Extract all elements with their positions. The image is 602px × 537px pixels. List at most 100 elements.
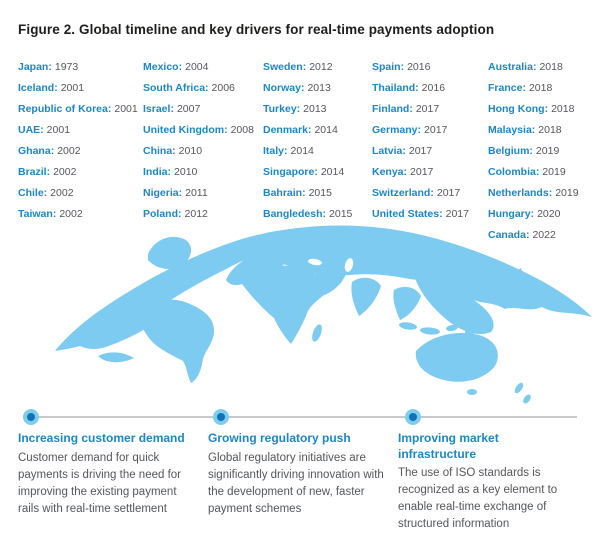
adoption-entry: China2010: [143, 141, 254, 162]
map-black-sea: [308, 258, 322, 266]
adoption-entry: Ghana2002: [18, 141, 138, 162]
country-name: Israel: [143, 103, 174, 115]
adoption-year: 2012: [309, 61, 333, 73]
adoption-entry: UAE2001: [18, 120, 138, 141]
map-new-zealand-north: [514, 382, 524, 394]
adoption-year: 2015: [329, 208, 353, 220]
country-name: Republic of Korea: [18, 103, 111, 115]
adoption-entry: Bahrain2015: [263, 183, 352, 204]
adoption-entry: Canada2022: [488, 225, 579, 246]
adoption-year: 2010: [178, 145, 203, 157]
adoption-year: 2017: [415, 103, 440, 115]
timeline-dot: [405, 409, 421, 425]
adoption-entry: Turkey2013: [263, 99, 352, 120]
timeline-axis: [30, 416, 577, 418]
driver-block-customer-demand: Increasing customer demand Customer dema…: [18, 431, 200, 518]
adoption-entry: United Kingdom2008: [143, 120, 254, 141]
country-name: Kenya: [372, 166, 407, 178]
country-name: Finland: [372, 103, 413, 115]
adoption-year: 2019: [542, 166, 566, 178]
adoption-year: 2019: [555, 187, 579, 199]
adoption-year: 2002: [53, 166, 77, 178]
country-name: Hong Kong: [488, 103, 548, 115]
country-name: South Africa: [143, 82, 209, 94]
adoption-entry: Iceland2001: [18, 78, 138, 99]
adoption-year: 2011: [185, 187, 208, 199]
world-map-illustration: [0, 220, 602, 412]
country-name: Bahrain: [263, 187, 306, 199]
country-name: United States: [372, 208, 443, 220]
map-scandinavia: [250, 231, 280, 255]
timeline-dot: [23, 409, 39, 425]
country-name: Canada: [488, 229, 529, 241]
country-name: Japan: [18, 61, 52, 73]
adoption-year: 1973: [54, 61, 79, 73]
country-name: Singapore: [263, 166, 318, 178]
figure-title: Figure 2. Global timeline and key driver…: [18, 22, 495, 37]
adoption-entry: Hong Kong2018: [488, 99, 579, 120]
map-southeast-asia: [393, 286, 421, 320]
adoption-entry: Kenya2017: [372, 162, 469, 183]
map-new-zealand-south: [523, 394, 531, 404]
adoption-entry: Brazil2002: [18, 162, 138, 183]
adoption-year: 2002: [59, 208, 83, 220]
driver-description: Global regulatory initiatives are signif…: [208, 451, 384, 515]
country-name: Colombia: [488, 166, 539, 178]
adoption-entry: Taiwan2002: [18, 204, 138, 225]
adoption-year: 2018: [538, 124, 562, 136]
adoption-year: 2018: [551, 103, 575, 115]
country-name: Netherlands: [488, 187, 552, 199]
map-north-america: [72, 298, 165, 349]
adoption-year: 2015: [308, 187, 332, 199]
country-name: Hungary: [488, 208, 534, 220]
driver-block-market-infrastructure: Improving market infrastructure The use …: [398, 431, 580, 533]
adoption-year: 2017: [436, 187, 461, 199]
adoption-year: 2014: [290, 145, 314, 157]
map-north-band: [55, 225, 592, 351]
map-south-america: [139, 299, 215, 383]
map-indonesia-1: [399, 322, 417, 330]
adoption-entry: Nigeria2011: [143, 183, 254, 204]
map-philippines: [454, 305, 464, 319]
country-name: France: [488, 82, 526, 94]
country-name: Bangledesh: [263, 208, 326, 220]
adoption-year: 2014: [320, 166, 345, 178]
adoption-entry: France2018: [488, 78, 579, 99]
adoption-year: 2019: [535, 145, 560, 157]
country-name: Belgium: [488, 145, 533, 157]
adoption-entry: Norway2013: [263, 78, 352, 99]
adoption-year: 2012: [184, 208, 208, 220]
adoption-entry: Sweden2012: [263, 57, 352, 78]
adoption-year: 2004: [185, 61, 209, 73]
adoption-entry: Singapore2014: [263, 162, 352, 183]
driver-description: The use of ISO standards is recognized a…: [398, 467, 558, 530]
map-east-asia: [415, 278, 494, 335]
adoption-entry: Italy2014: [263, 141, 352, 162]
adoption-column: Australia2018France2018Hong Kong2018Mala…: [488, 57, 579, 246]
adoption-year: 2006: [211, 82, 235, 94]
country-name: Ghana: [18, 145, 54, 157]
adoption-entry: India2010: [143, 162, 254, 183]
country-name: Taiwan: [18, 208, 56, 220]
adoption-column: Spain2016Thailand2016Finland2017Germany2…: [372, 57, 469, 225]
adoption-year: 2001: [46, 124, 71, 136]
country-name: United Kingdom: [143, 124, 228, 136]
adoption-entry: Denmark2014: [263, 120, 352, 141]
adoption-year: 2013: [307, 82, 331, 94]
adoption-entry: Latvia2017: [372, 141, 469, 162]
country-name: Poland: [143, 208, 182, 220]
country-name: China: [143, 145, 176, 157]
adoption-year: 2002: [50, 187, 74, 199]
country-name: Spain: [372, 61, 404, 73]
adoption-entry: Colombia2019: [488, 162, 579, 183]
country-name: Latvia: [372, 145, 406, 157]
adoption-year: 2017: [424, 124, 448, 136]
adoption-entry: Australia2018: [488, 57, 579, 78]
adoption-entry: South Africa2006: [143, 78, 254, 99]
country-name: Thailand: [372, 82, 419, 94]
adoption-entry: Malaysia2018: [488, 120, 579, 141]
map-africa: [239, 265, 330, 344]
adoption-year: 2014: [314, 124, 338, 136]
adoption-entry: Spain2016: [372, 57, 469, 78]
